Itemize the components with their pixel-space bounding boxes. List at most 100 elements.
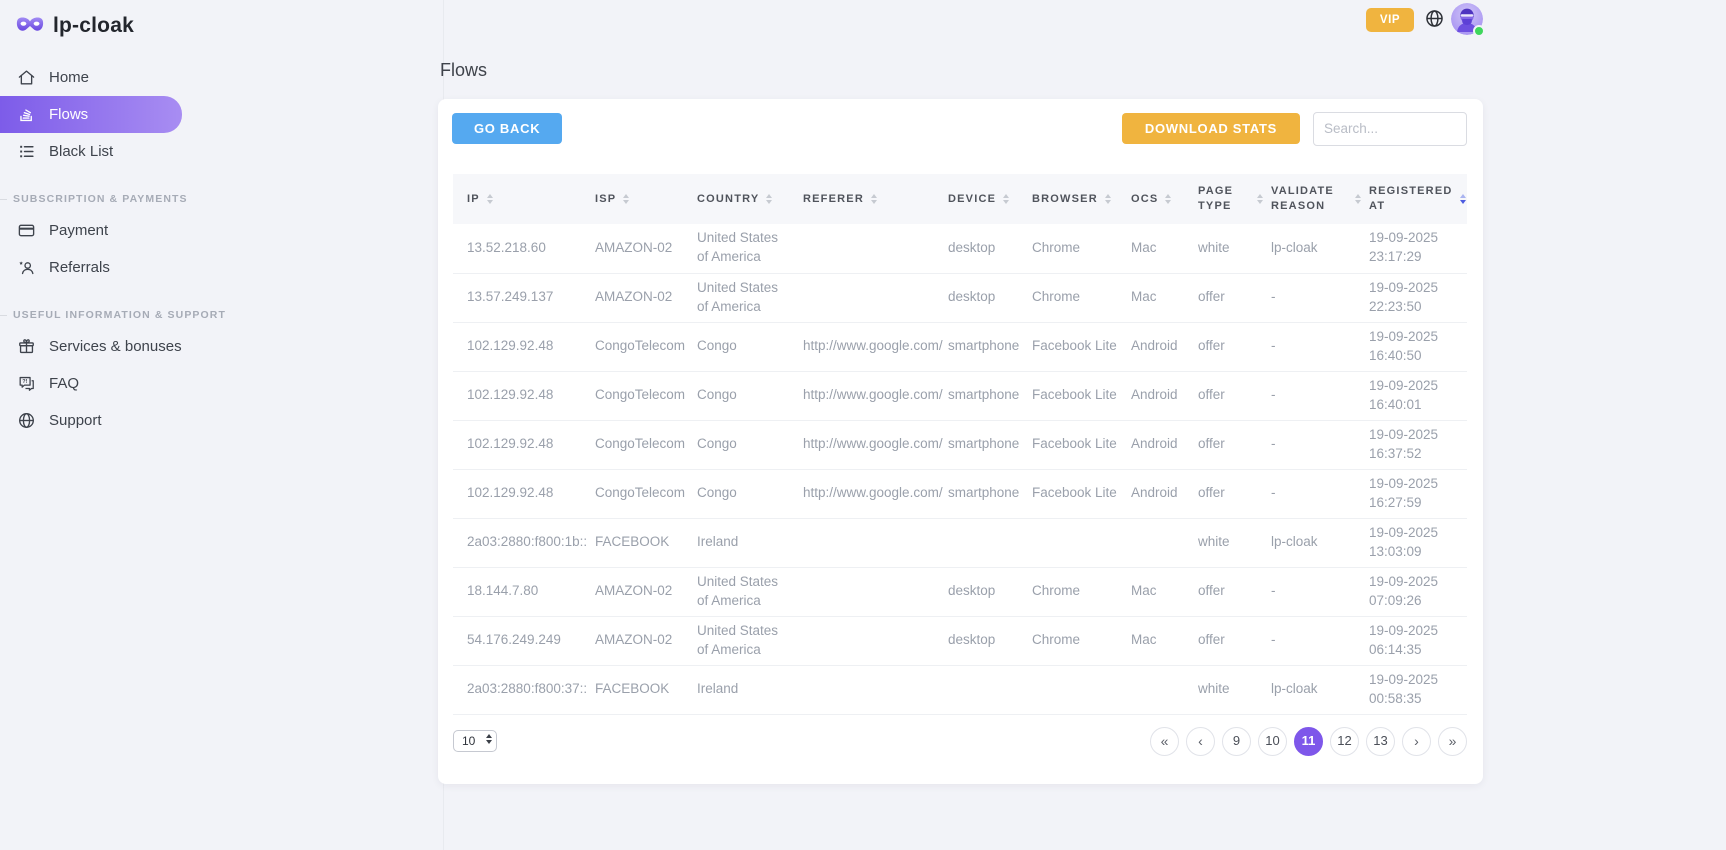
search-input[interactable] bbox=[1313, 111, 1467, 146]
cell-isp: AMAZON-02 bbox=[595, 567, 697, 617]
sidebar-nav: Home Flows Black List SUBSCRIPTION & PAYMEN… bbox=[0, 59, 443, 439]
go-back-button[interactable]: GO BACK bbox=[452, 113, 563, 144]
cell-browser: Chrome bbox=[1032, 567, 1131, 617]
cell-ip: 102.129.92.48 bbox=[453, 469, 595, 519]
table-wrap: IP ISP COUNTRY REFERER DEVICE BROWSER OCS PAGE … bbox=[453, 174, 1467, 715]
sidebar: lp-cloak Home Flows Black List SUBSCRIPTION… bbox=[0, 0, 443, 850]
sidebar-item-home[interactable]: Home bbox=[0, 59, 182, 96]
sidebar-item-services-bonuses[interactable]: Services & bonuses bbox=[0, 328, 182, 365]
cell-ocs: Android bbox=[1131, 322, 1198, 372]
header-row: IP ISP COUNTRY REFERER DEVICE BROWSER OCS PAGE … bbox=[453, 174, 1467, 224]
sort-icon bbox=[1003, 194, 1010, 204]
pagination-page-10[interactable]: 10 bbox=[1258, 726, 1287, 756]
sidebar-item-faq[interactable]: ?! FAQ bbox=[0, 365, 182, 402]
page-size-select[interactable]: 10 bbox=[453, 730, 497, 752]
sidebar-item-referrals[interactable]: Referrals bbox=[0, 249, 182, 286]
brand-name: lp-cloak bbox=[53, 14, 134, 37]
cell-validate-reason: - bbox=[1271, 616, 1369, 666]
cell-registered-at: 19-09-2025 16:27:59 bbox=[1369, 469, 1467, 519]
cell-validate-reason: - bbox=[1271, 567, 1369, 617]
cell-ocs: Android bbox=[1131, 420, 1198, 470]
cell-device: desktop bbox=[948, 273, 1032, 323]
column-header-validate-reason[interactable]: VALIDATE REASON bbox=[1271, 174, 1369, 224]
column-header-inner: ISP bbox=[595, 192, 689, 207]
column-header-country[interactable]: COUNTRY bbox=[697, 174, 803, 224]
column-header-device[interactable]: DEVICE bbox=[948, 174, 1032, 224]
sidebar-item-support[interactable]: Support bbox=[0, 402, 182, 439]
brand[interactable]: lp-cloak bbox=[15, 10, 443, 42]
sidebar-section-title-text: USEFUL INFORMATION & SUPPORT bbox=[13, 309, 226, 321]
cell-country: United States of America bbox=[697, 616, 803, 666]
cell-page-type: white bbox=[1198, 518, 1271, 568]
column-header-page-type[interactable]: PAGE TYPE bbox=[1198, 174, 1271, 224]
cell-isp: AMAZON-02 bbox=[595, 273, 697, 323]
sidebar-item-label: Flows bbox=[49, 106, 89, 123]
cell-ip: 13.57.249.137 bbox=[453, 273, 595, 323]
cell-browser bbox=[1032, 665, 1131, 715]
column-header-isp[interactable]: ISP bbox=[595, 174, 697, 224]
cell-referer: http://www.google.com/ bbox=[803, 322, 948, 372]
globe-icon[interactable] bbox=[1424, 8, 1445, 29]
column-header-ip[interactable]: IP bbox=[453, 174, 595, 224]
column-header-ocs[interactable]: OCS bbox=[1131, 174, 1198, 224]
cell-referer: http://www.google.com/ bbox=[803, 469, 948, 519]
sidebar-item-label: Referrals bbox=[49, 259, 110, 276]
cell-referer bbox=[803, 665, 948, 715]
column-header-inner: PAGE TYPE bbox=[1198, 184, 1263, 214]
column-header-referer[interactable]: REFERER bbox=[803, 174, 948, 224]
cell-registered-at: 19-09-2025 00:58:35 bbox=[1369, 665, 1467, 715]
cell-registered-at: 19-09-2025 07:09:26 bbox=[1369, 567, 1467, 617]
cell-referer: http://www.google.com/ bbox=[803, 420, 948, 470]
column-header-inner: COUNTRY bbox=[697, 192, 795, 207]
table-row: 2a03:2880:f800:1b:: FACEBOOK Ireland white l… bbox=[453, 518, 1467, 568]
pagination-first[interactable]: « bbox=[1150, 726, 1179, 756]
column-header-inner: REFERER bbox=[803, 192, 940, 207]
pagination-last[interactable]: » bbox=[1438, 726, 1467, 756]
sidebar-item-payment[interactable]: Payment bbox=[0, 212, 182, 249]
cell-country: Congo bbox=[697, 469, 803, 519]
sidebar-item-black-list[interactable]: Black List bbox=[0, 133, 182, 170]
sidebar-item-flows[interactable]: Flows bbox=[0, 96, 182, 133]
pagination-next[interactable]: › bbox=[1402, 726, 1431, 756]
referrals-icon bbox=[17, 258, 36, 277]
pagination-page-13[interactable]: 13 bbox=[1366, 726, 1395, 756]
cell-validate-reason: - bbox=[1271, 371, 1369, 421]
cell-country: United States of America bbox=[697, 273, 803, 323]
column-label: IP bbox=[467, 192, 480, 205]
cell-referer bbox=[803, 224, 948, 274]
cell-registered-at: 19-09-2025 16:40:01 bbox=[1369, 371, 1467, 421]
cell-device bbox=[948, 665, 1032, 715]
column-header-browser[interactable]: BROWSER bbox=[1032, 174, 1131, 224]
cell-referer bbox=[803, 567, 948, 617]
cell-ip: 13.52.218.60 bbox=[453, 224, 595, 274]
cell-ocs: Android bbox=[1131, 371, 1198, 421]
flows-icon bbox=[17, 105, 36, 124]
cell-browser: Facebook Lite bbox=[1032, 322, 1131, 372]
cell-registered-at: 19-09-2025 23:17:29 bbox=[1369, 224, 1467, 274]
pagination-prev[interactable]: ‹ bbox=[1186, 726, 1215, 756]
cell-validate-reason: - bbox=[1271, 273, 1369, 323]
pagination-page-12[interactable]: 12 bbox=[1330, 726, 1359, 756]
column-label: ISP bbox=[595, 192, 617, 205]
cell-device: desktop bbox=[948, 616, 1032, 666]
cell-device: desktop bbox=[948, 224, 1032, 274]
column-header-inner: OCS bbox=[1131, 192, 1190, 207]
sidebar-section-title-text: SUBSCRIPTION & PAYMENTS bbox=[13, 193, 188, 205]
cell-validate-reason: - bbox=[1271, 322, 1369, 372]
avatar[interactable] bbox=[1451, 3, 1485, 37]
column-label: REGISTERED AT bbox=[1369, 185, 1453, 212]
pagination-page-11[interactable]: 11 bbox=[1294, 726, 1323, 756]
column-header-inner: REGISTERED AT bbox=[1369, 184, 1466, 214]
sidebar-item-label: Payment bbox=[49, 222, 109, 239]
column-header-registered-at[interactable]: REGISTERED AT bbox=[1369, 174, 1467, 224]
cell-ocs bbox=[1131, 665, 1198, 715]
download-stats-button[interactable]: DOWNLOAD STATS bbox=[1121, 113, 1300, 144]
cell-country: Congo bbox=[697, 322, 803, 372]
pagination-page-9[interactable]: 9 bbox=[1222, 726, 1251, 756]
sort-icon bbox=[1355, 194, 1361, 204]
cell-country: Ireland bbox=[697, 518, 803, 568]
sort-icon bbox=[1165, 194, 1172, 204]
card-toolbar: GO BACK DOWNLOAD STATS bbox=[452, 111, 1467, 146]
cell-country: Congo bbox=[697, 371, 803, 421]
vip-button[interactable]: VIP bbox=[1366, 8, 1414, 32]
